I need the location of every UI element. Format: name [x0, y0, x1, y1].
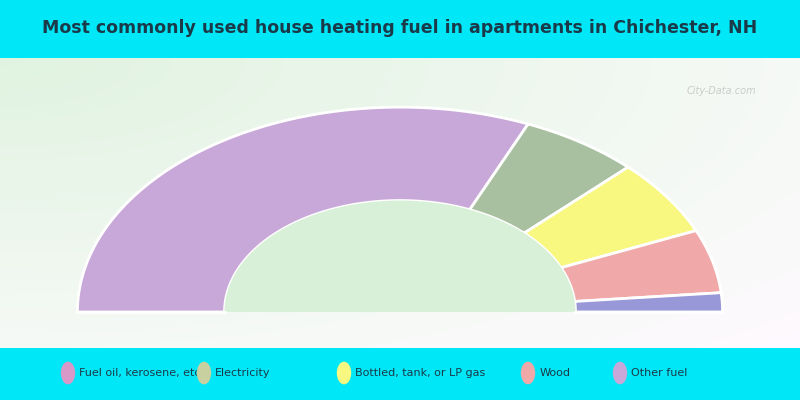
Polygon shape	[524, 167, 696, 268]
Text: Electricity: Electricity	[215, 368, 270, 378]
Ellipse shape	[337, 362, 351, 384]
Text: City-Data.com: City-Data.com	[686, 86, 756, 96]
Ellipse shape	[613, 362, 627, 384]
Text: Wood: Wood	[539, 368, 570, 378]
Text: Most commonly used house heating fuel in apartments in Chichester, NH: Most commonly used house heating fuel in…	[42, 19, 758, 37]
Text: Fuel oil, kerosene, etc.: Fuel oil, kerosene, etc.	[79, 368, 204, 378]
Text: Bottled, tank, or LP gas: Bottled, tank, or LP gas	[355, 368, 486, 378]
Text: Other fuel: Other fuel	[631, 368, 687, 378]
Ellipse shape	[521, 362, 535, 384]
Polygon shape	[574, 293, 722, 312]
Polygon shape	[225, 200, 575, 312]
Polygon shape	[78, 107, 528, 312]
Ellipse shape	[61, 362, 75, 384]
Polygon shape	[470, 124, 628, 233]
Polygon shape	[561, 231, 721, 302]
Ellipse shape	[197, 362, 211, 384]
